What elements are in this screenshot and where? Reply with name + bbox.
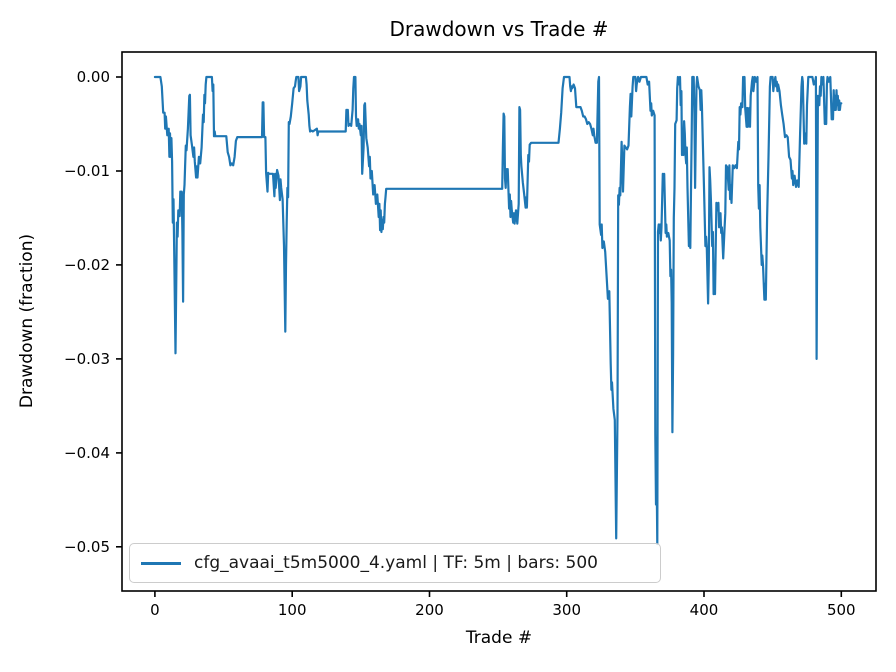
legend-label: cfg_avaai_t5m5000_4.yaml | TF: 5m | bars… [194, 553, 598, 573]
x-tick-label: 300 [552, 601, 581, 619]
x-tick-label: 0 [150, 601, 160, 619]
y-tick-label: −0.05 [64, 538, 110, 556]
legend: cfg_avaai_t5m5000_4.yaml | TF: 5m | bars… [129, 543, 661, 583]
drawdown-line [153, 75, 843, 546]
y-tick-label: −0.02 [64, 256, 110, 274]
y-tick-label: 0.00 [77, 68, 110, 86]
x-tick-label: 100 [278, 601, 307, 619]
y-tick-label: −0.03 [64, 350, 110, 368]
legend-line-sample [141, 561, 181, 565]
chart-title: Drawdown vs Trade # [389, 17, 609, 41]
y-tick-label: −0.01 [64, 162, 110, 180]
y-axis-label: Drawdown (fraction) [17, 233, 37, 409]
x-tick-label: 500 [827, 601, 856, 619]
x-tick-label: 200 [415, 601, 444, 619]
y-tick-label: −0.04 [64, 444, 110, 462]
x-axis-label: Trade # [465, 628, 533, 648]
axes-border [121, 51, 877, 592]
x-tick-label: 400 [690, 601, 719, 619]
